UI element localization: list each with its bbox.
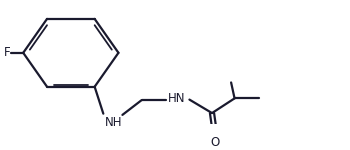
Text: HN: HN xyxy=(168,93,185,105)
Text: NH: NH xyxy=(105,116,122,129)
Text: F: F xyxy=(4,46,10,59)
Text: O: O xyxy=(210,136,219,149)
